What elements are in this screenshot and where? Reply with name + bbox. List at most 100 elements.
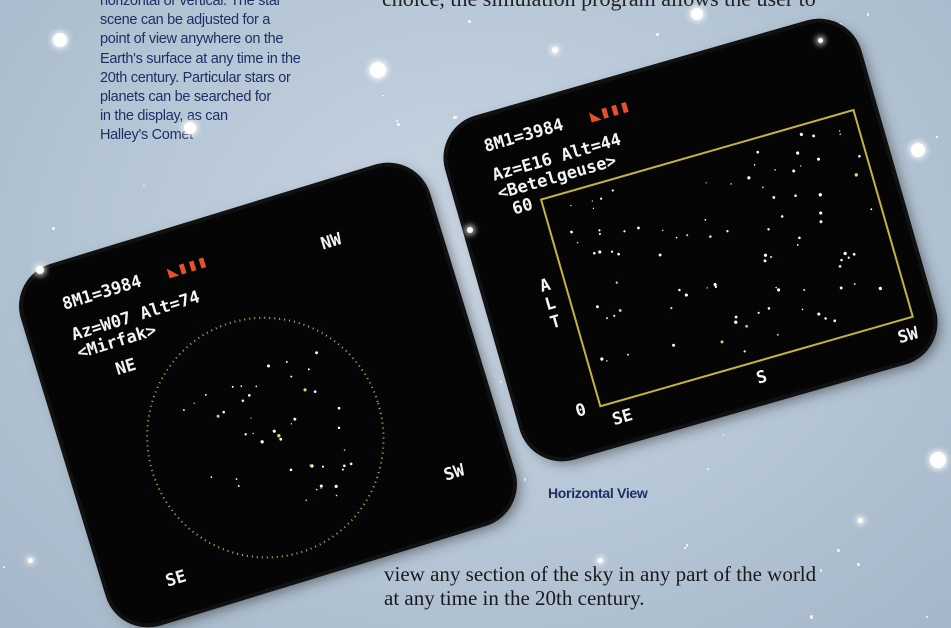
screen-star — [617, 252, 620, 255]
screen-star — [577, 242, 579, 244]
screen-star — [770, 256, 773, 259]
screen-star — [290, 375, 292, 377]
screen-star — [704, 219, 706, 221]
caption: horizontal or vertical. The star scene c… — [100, 0, 301, 146]
screen-star — [774, 169, 776, 171]
screen-star — [878, 286, 882, 290]
background-speck — [684, 547, 686, 549]
background-speck — [500, 381, 502, 383]
screen-star — [193, 402, 195, 404]
caption-line: horizontal or vertical. The star — [100, 0, 301, 11]
body-line: view any section of the sky in any part … — [384, 562, 816, 586]
screen-star — [756, 150, 759, 153]
screen-star — [593, 252, 596, 255]
screen-star — [272, 429, 276, 433]
screen-star — [747, 176, 751, 180]
screen-star — [833, 319, 836, 322]
screen-star — [818, 193, 822, 197]
screen-star — [240, 385, 242, 387]
background-speck — [936, 136, 937, 137]
background-speck — [707, 468, 709, 470]
screen-star — [250, 417, 252, 419]
background-star — [467, 227, 473, 233]
screen-star — [334, 484, 338, 488]
screen-star — [839, 133, 841, 135]
screen-star — [678, 289, 681, 292]
screen-star — [670, 307, 673, 310]
screen-star — [320, 487, 322, 489]
background-speck — [857, 563, 859, 565]
screen-star — [293, 417, 297, 421]
screen-star — [596, 305, 600, 309]
screen-star — [305, 499, 307, 501]
background-speck — [867, 13, 870, 16]
background-speck — [52, 227, 55, 230]
screen-star — [852, 253, 855, 256]
background-speck — [3, 566, 5, 568]
background-speck — [837, 549, 840, 552]
screen-star — [570, 205, 572, 207]
left-screen: 8M1=3984 ◣▮▮▮ Az=W07 Alt=74 <Mirfak> NW … — [13, 157, 523, 628]
screen-star — [684, 293, 688, 297]
background-speck — [810, 615, 813, 618]
screen-star — [606, 317, 609, 320]
background-speck — [143, 185, 145, 187]
screen-star — [232, 386, 234, 388]
screen-star — [800, 165, 802, 167]
background-star — [36, 266, 44, 274]
background-star — [911, 143, 925, 157]
screen-star — [777, 334, 779, 336]
screen-graphics — [438, 13, 943, 467]
background-speck — [468, 20, 471, 23]
screen-star — [726, 230, 729, 233]
screen-star — [757, 311, 760, 314]
screen-star — [260, 440, 264, 444]
screen-star — [858, 155, 861, 158]
screen-star — [238, 485, 240, 487]
screen-star — [235, 478, 237, 480]
screen-star — [798, 236, 801, 239]
screen-star — [342, 468, 344, 470]
screen-star — [627, 354, 629, 356]
screen-star — [720, 340, 724, 344]
screen-star — [802, 308, 804, 310]
screen-star — [775, 287, 777, 289]
screen-star — [255, 385, 257, 387]
screen-star — [672, 343, 676, 347]
background-star — [930, 452, 946, 468]
screen-star — [279, 437, 283, 441]
screen-star — [709, 235, 712, 238]
screen-star — [316, 489, 318, 491]
screen-star — [745, 325, 748, 328]
right-screen: 8M1=3984 ◣▮▮▮ Az=E16 Alt=44 <Betelgeuse>… — [438, 13, 943, 467]
screen-star — [222, 411, 225, 414]
screen-star — [248, 394, 251, 397]
screen-star — [854, 283, 856, 285]
screen-star — [777, 288, 781, 292]
screen-star — [819, 211, 823, 215]
background-star — [818, 38, 823, 43]
caption-line: Earth's surface at any time in the — [100, 50, 301, 69]
screen-star — [812, 134, 816, 138]
caption-line: scene can be adjusted for a — [100, 11, 301, 30]
background-star — [598, 558, 603, 563]
background-star — [53, 33, 67, 47]
screen-star — [754, 164, 756, 166]
background-speck — [723, 434, 724, 435]
screen-star — [618, 309, 622, 313]
screen-star — [291, 423, 293, 425]
screen-star — [762, 186, 764, 188]
screen-star — [615, 281, 618, 284]
screen-star — [613, 314, 616, 317]
screen-star — [840, 259, 843, 262]
screen-star — [336, 495, 338, 497]
background-star — [691, 8, 703, 20]
screen-star — [839, 130, 841, 132]
background-speck — [396, 120, 398, 122]
background-star — [28, 558, 33, 563]
screen-star — [252, 433, 254, 435]
screen-star — [289, 468, 292, 471]
screen-star — [303, 388, 307, 392]
screen-star — [817, 312, 821, 316]
background-speck — [686, 544, 688, 546]
